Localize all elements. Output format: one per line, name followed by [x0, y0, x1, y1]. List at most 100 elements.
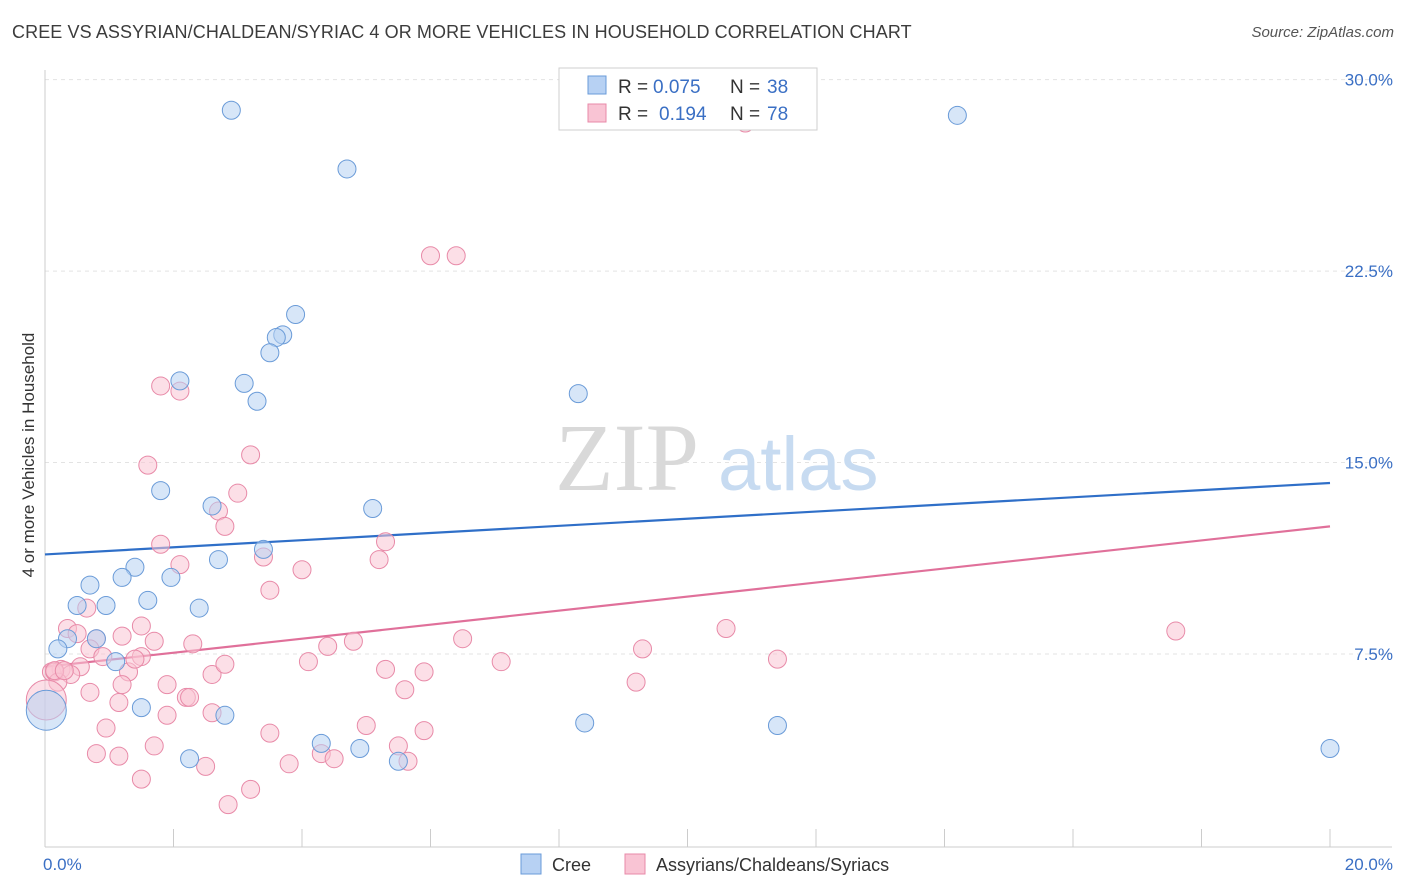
- point-assyrian-28: [633, 639, 653, 659]
- point-assyrian-14: [292, 560, 312, 580]
- point-cree-16: [125, 557, 145, 577]
- point-cree-9: [247, 391, 267, 411]
- y-tick-label-3: 30.0%: [1345, 71, 1393, 90]
- point-cree-34: [180, 749, 200, 769]
- point-assyrian-70: [279, 754, 299, 774]
- point-assyrian-9: [376, 532, 396, 552]
- point-cree-15: [208, 550, 228, 570]
- point-cree-11: [151, 481, 171, 501]
- point-cree-21: [67, 596, 87, 616]
- point-assyrian-24: [144, 631, 164, 651]
- y-tick-label-0: 7.5%: [1354, 645, 1393, 664]
- chart-source: Source: ZipAtlas.com: [1251, 24, 1394, 41]
- point-assyrian-19: [716, 618, 736, 638]
- point-assyrian-35: [767, 649, 787, 669]
- point-cree-6: [260, 343, 280, 363]
- x-tick-labels: 0.0% 20.0%: [43, 855, 1393, 874]
- point-assyrian-15: [260, 580, 280, 600]
- watermark-atlas: atlas: [718, 422, 879, 507]
- point-cree-14: [253, 539, 273, 559]
- point-assyrian-60: [414, 721, 434, 741]
- point-assyrian-49: [626, 672, 646, 692]
- point-cree-35: [388, 751, 408, 771]
- point-cree-27: [106, 652, 126, 672]
- y-tick-label-2: 22.5%: [1345, 262, 1393, 281]
- point-assyrian-33: [298, 652, 318, 672]
- point-cree-33: [350, 738, 370, 758]
- point-assyrian-2: [151, 376, 171, 396]
- point-assyrian-73: [218, 795, 238, 815]
- point-assyrian-59: [356, 716, 376, 736]
- point-cree-36: [1320, 738, 1340, 758]
- point-cree-29: [215, 705, 235, 725]
- point-assyrian-34: [491, 652, 511, 672]
- point-cree-22: [96, 596, 116, 616]
- grid-lines: [45, 79, 1392, 655]
- point-cree-3: [286, 304, 306, 324]
- watermark-zip: ZIP: [555, 404, 699, 511]
- y-tick-labels: 7.5% 15.0% 22.5% 30.0%: [1345, 71, 1393, 664]
- point-cree-23: [189, 598, 209, 618]
- point-assyrian-23: [453, 629, 473, 649]
- point-cree-12: [202, 496, 222, 516]
- point-assyrian-53: [180, 687, 200, 707]
- point-cree-0: [221, 100, 241, 120]
- point-assyrian-58: [96, 718, 116, 738]
- point-assyrian-10: [151, 534, 171, 554]
- bottom-legend-swatch-assyrian: [624, 853, 646, 875]
- legend-n-label-cree: N =: [730, 77, 760, 98]
- legend-swatch-assyrian: [587, 103, 607, 123]
- y-tick-label-1: 15.0%: [1345, 454, 1393, 473]
- point-assyrian-42: [202, 664, 222, 684]
- point-cree-28: [131, 698, 151, 718]
- legend-r-label-assyrian: R =: [618, 104, 648, 125]
- point-cree-20: [138, 590, 158, 610]
- point-assyrian-26: [183, 634, 203, 654]
- point-assyrian-69: [196, 756, 216, 776]
- point-assyrian-51: [395, 680, 415, 700]
- point-assyrian-75: [54, 661, 74, 681]
- point-assyrian-61: [260, 723, 280, 743]
- point-assyrian-65: [109, 746, 129, 766]
- point-cree-13: [363, 499, 383, 519]
- legend-n-label-assyrian: N =: [730, 104, 760, 125]
- point-assyrian-6: [228, 483, 248, 503]
- legend-r-value-cree: 0.075: [653, 77, 701, 98]
- point-cree-30: [575, 713, 595, 733]
- point-assyrian-25: [343, 631, 363, 651]
- point-cree-32: [311, 733, 331, 753]
- point-assyrian-17: [131, 616, 151, 636]
- point-assyrian-4: [241, 445, 261, 465]
- point-assyrian-21: [112, 626, 132, 646]
- point-assyrian-50: [80, 682, 100, 702]
- legend-n-value-assyrian: 78: [767, 104, 788, 125]
- point-assyrian-45: [215, 654, 235, 674]
- legend-swatch-cree: [587, 75, 607, 95]
- point-cree-31: [767, 716, 787, 736]
- point-cree-10: [568, 384, 588, 404]
- point-assyrian-47: [112, 675, 132, 695]
- point-assyrian-8: [215, 516, 235, 536]
- y-axis-label: 4 or more Vehicles in Household: [19, 333, 38, 578]
- stats-legend: R = 0.075 N = 38 R = 0.194 N = 78: [558, 67, 818, 131]
- point-assyrian-5: [138, 455, 158, 475]
- point-cree-1: [947, 105, 967, 125]
- x-tick-label-0: 0.0%: [43, 855, 82, 874]
- legend-r-value-assyrian: 0.194: [659, 104, 707, 125]
- point-assyrian-43: [376, 659, 396, 679]
- point-assyrian-30: [1166, 621, 1186, 641]
- point-assyrian-1: [446, 246, 466, 266]
- point-cree-8: [234, 373, 254, 393]
- bottom-legend-label-assyrian: Assyrians/Chaldeans/Syriacs: [656, 855, 889, 875]
- point-assyrian-76: [125, 649, 145, 669]
- point-assyrian-64: [86, 744, 106, 764]
- point-assyrian-67: [324, 749, 344, 769]
- point-assyrian-54: [109, 693, 129, 713]
- chart-title: CREE VS ASSYRIAN/CHALDEAN/SYRIAC 4 OR MO…: [12, 22, 912, 42]
- point-assyrian-56: [157, 705, 177, 725]
- point-assyrian-77: [421, 246, 440, 266]
- point-cree-26: [48, 639, 68, 659]
- bottom-legend-label-cree: Cree: [552, 855, 591, 875]
- point-cree-17: [112, 567, 132, 587]
- point-assyrian-44: [414, 662, 434, 682]
